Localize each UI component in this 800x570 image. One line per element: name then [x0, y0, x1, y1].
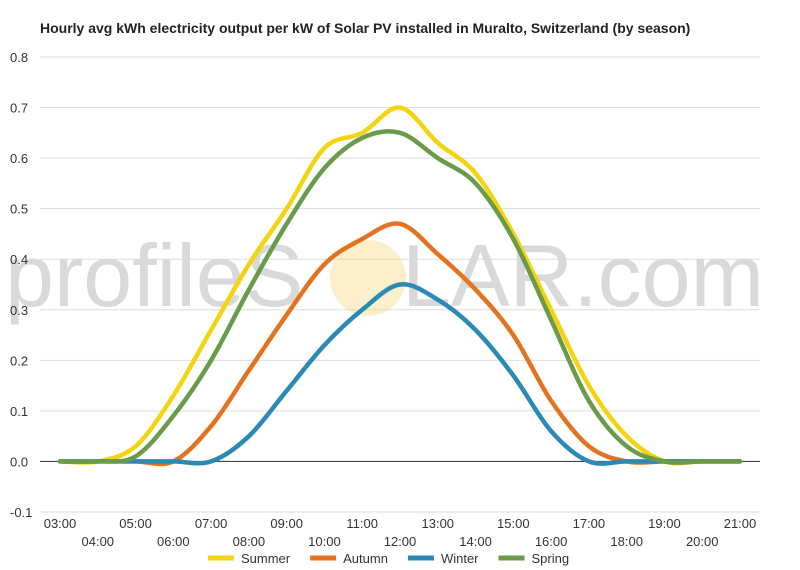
y-tick-label: 0.1	[10, 404, 28, 419]
legend-label-autumn: Autumn	[343, 551, 388, 566]
y-tick-label: 0.4	[10, 252, 28, 267]
series-line-spring	[57, 129, 743, 465]
x-tick-label: 19:00	[648, 516, 681, 531]
y-axis-ticks: -0.1 0.0 0.1 0.2 0.3 0.4 0.5 0.6 0.7 0.8	[10, 50, 32, 520]
x-tick-label: 17:00	[573, 516, 606, 531]
x-tick-label: 09:00	[270, 516, 303, 531]
x-tick-label: 14:00	[459, 534, 492, 549]
x-tick-label: 15:00	[497, 516, 530, 531]
x-tick-label: 18:00	[610, 534, 643, 549]
watermark: profileS LAR.com	[5, 226, 764, 325]
watermark-text-left: profileS	[5, 226, 303, 325]
y-tick-label: 0.8	[10, 50, 28, 65]
series-line-winter	[57, 282, 743, 466]
x-tick-label: 21:00	[724, 516, 757, 531]
y-tick-label: 0.7	[10, 101, 28, 116]
legend-label-winter: Winter	[441, 551, 479, 566]
x-axis-ticks: 03:00 04:00 05:00 06:00 07:00 08:00 09:00 10:00…	[44, 516, 757, 549]
watermark-sun-icon	[330, 240, 406, 316]
x-tick-label: 07:00	[195, 516, 228, 531]
legend-label-spring: Spring	[532, 551, 570, 566]
y-tick-label: 0.2	[10, 353, 28, 368]
x-tick-label: 16:00	[535, 534, 568, 549]
series-line-summer	[57, 105, 743, 466]
y-tick-label: 0.3	[10, 303, 28, 318]
chart-title: Hourly avg kWh electricity output per kW…	[40, 20, 690, 36]
legend-label-summer: Summer	[241, 551, 291, 566]
y-tick-label: -0.1	[10, 505, 32, 520]
x-tick-label: 03:00	[44, 516, 77, 531]
x-tick-label: 05:00	[119, 516, 152, 531]
x-tick-label: 08:00	[233, 534, 266, 549]
x-tick-label: 11:00	[346, 516, 378, 531]
x-tick-label: 04:00	[82, 534, 115, 549]
series-lines	[57, 105, 743, 467]
y-tick-label: 0.0	[10, 454, 28, 469]
x-tick-label: 13:00	[422, 516, 455, 531]
x-tick-label: 10:00	[308, 534, 341, 549]
y-tick-label: 0.5	[10, 202, 28, 217]
legend: Summer Autumn Winter Spring	[208, 551, 569, 566]
x-tick-label: 20:00	[686, 534, 719, 549]
y-tick-label: 0.6	[10, 151, 28, 166]
x-tick-label: 06:00	[157, 534, 190, 549]
x-tick-label: 12:00	[384, 534, 417, 549]
